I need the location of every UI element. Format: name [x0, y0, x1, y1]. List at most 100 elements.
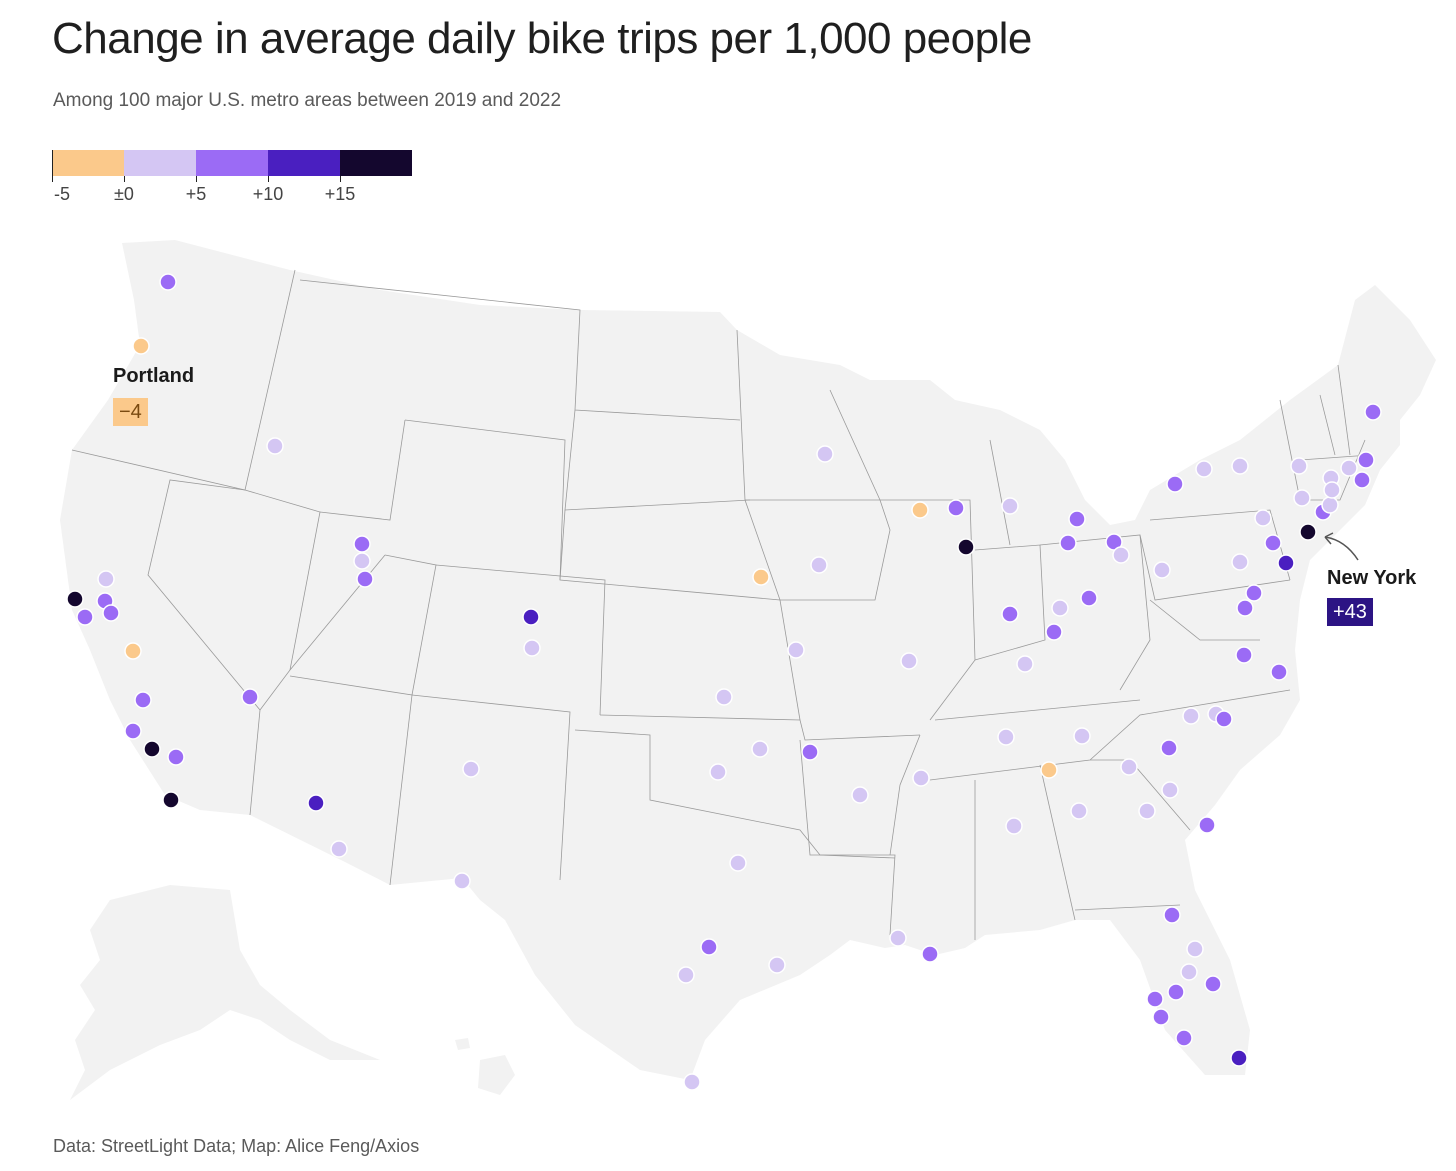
- metro-dot: [167, 748, 185, 766]
- metro-dot: [1080, 589, 1098, 607]
- hawaii-shape: [455, 1038, 515, 1095]
- legend-swatch-light: [124, 150, 196, 176]
- metro-dot: [124, 642, 142, 660]
- metro-dot: [97, 570, 115, 588]
- metro-dot: [911, 501, 929, 519]
- metro-dot: [522, 608, 540, 626]
- metro-dot: [1264, 534, 1282, 552]
- metro-dot: [453, 872, 471, 890]
- state-border: [989, 439, 1011, 546]
- state-border: [1039, 534, 1151, 691]
- metro-dot: [1245, 584, 1263, 602]
- metro-dot: [900, 652, 918, 670]
- legend-swatch-dark: [268, 150, 340, 176]
- state-border: [599, 714, 921, 741]
- state-border: [244, 489, 321, 711]
- metro-dot: [1152, 1008, 1170, 1026]
- color-legend: -5 ±0 +5 +10 +15: [52, 150, 412, 206]
- contiguous-us-shape: [60, 240, 1436, 1080]
- metro-dot: [912, 769, 930, 787]
- state-border: [974, 544, 1046, 661]
- metro-dot: [1254, 509, 1272, 527]
- legend-label: +5: [185, 184, 207, 204]
- metro-dot: [810, 556, 828, 574]
- legend-label: +10: [252, 184, 284, 204]
- metro-dot: [1059, 534, 1077, 552]
- metro-dot: [729, 854, 747, 872]
- metro-dot: [787, 641, 805, 659]
- metro-dot: [1186, 940, 1204, 958]
- metro-dot: [677, 966, 695, 984]
- metro-dot: [1138, 802, 1156, 820]
- metro-dot: [462, 760, 480, 778]
- metro-dot: [851, 786, 869, 804]
- metro-dot: [1321, 496, 1339, 514]
- chart-title: Change in average daily bike trips per 1…: [52, 14, 1032, 63]
- metro-dot: [768, 956, 786, 974]
- metro-dot: [1160, 739, 1178, 757]
- metro-dot: [66, 590, 84, 608]
- state-border: [889, 734, 921, 856]
- legend-swatch-mid: [196, 150, 268, 176]
- metro-dot: [1231, 553, 1249, 571]
- metro-dot: [752, 568, 770, 586]
- metro-dot: [1357, 451, 1375, 469]
- metro-dot: [124, 722, 142, 740]
- metro-dot: [1195, 460, 1213, 478]
- metro-dot: [266, 437, 284, 455]
- metro-dot: [1166, 475, 1184, 493]
- metro-dot: [353, 535, 371, 553]
- metro-dot: [1163, 906, 1181, 924]
- metro-dot: [143, 740, 161, 758]
- metro-dot: [1001, 497, 1019, 515]
- legend-label: +15: [324, 184, 356, 204]
- source-note: Data: StreetLight Data; Map: Alice Feng/…: [53, 1136, 420, 1156]
- metro-dot: [1040, 761, 1058, 779]
- metro-dot: [132, 337, 150, 355]
- metro-dot: [947, 499, 965, 517]
- state-border: [745, 499, 891, 601]
- state-border: [559, 509, 801, 721]
- state-border: [1074, 904, 1181, 911]
- metro-dot: [1299, 523, 1317, 541]
- state-border: [411, 694, 571, 881]
- metro-dot: [1070, 802, 1088, 820]
- metro-dot: [523, 639, 541, 657]
- metro-dot: [76, 608, 94, 626]
- metro-dot: [162, 791, 180, 809]
- metro-dot: [1236, 599, 1254, 617]
- metro-dot: [1051, 599, 1069, 617]
- metro-dot: [1235, 646, 1253, 664]
- metro-dot: [1001, 605, 1019, 623]
- state-border: [319, 419, 406, 521]
- metro-dot: [353, 552, 371, 570]
- state-border: [929, 689, 1291, 781]
- metro-dot: [801, 743, 819, 761]
- metro-dot: [889, 929, 907, 947]
- metro-dot: [1364, 403, 1382, 421]
- metro-dot: [1204, 975, 1222, 993]
- state-border: [799, 739, 896, 936]
- metro-dot: [159, 273, 177, 291]
- metro-dot: [1153, 561, 1171, 579]
- metro-dot: [1290, 457, 1308, 475]
- land-layer: [60, 240, 1436, 1100]
- state-border: [1039, 764, 1076, 921]
- state-border: [829, 389, 881, 501]
- state-border: [934, 699, 1141, 721]
- portland-value: −4: [113, 398, 148, 426]
- metro-dot: [997, 728, 1015, 746]
- metro-dot: [1231, 457, 1249, 475]
- state-border: [1337, 364, 1351, 456]
- metro-dot: [1175, 1029, 1193, 1047]
- metro-dot: [1005, 817, 1023, 835]
- legend-swatch-darkest: [340, 150, 412, 176]
- metro-dot: [134, 691, 152, 709]
- state-border: [384, 554, 437, 696]
- metro-dot: [921, 945, 939, 963]
- metro-dot: [1016, 655, 1034, 673]
- metro-dot: [1353, 471, 1371, 489]
- metro-dot: [1146, 990, 1164, 1008]
- metro-dot: [1182, 707, 1200, 725]
